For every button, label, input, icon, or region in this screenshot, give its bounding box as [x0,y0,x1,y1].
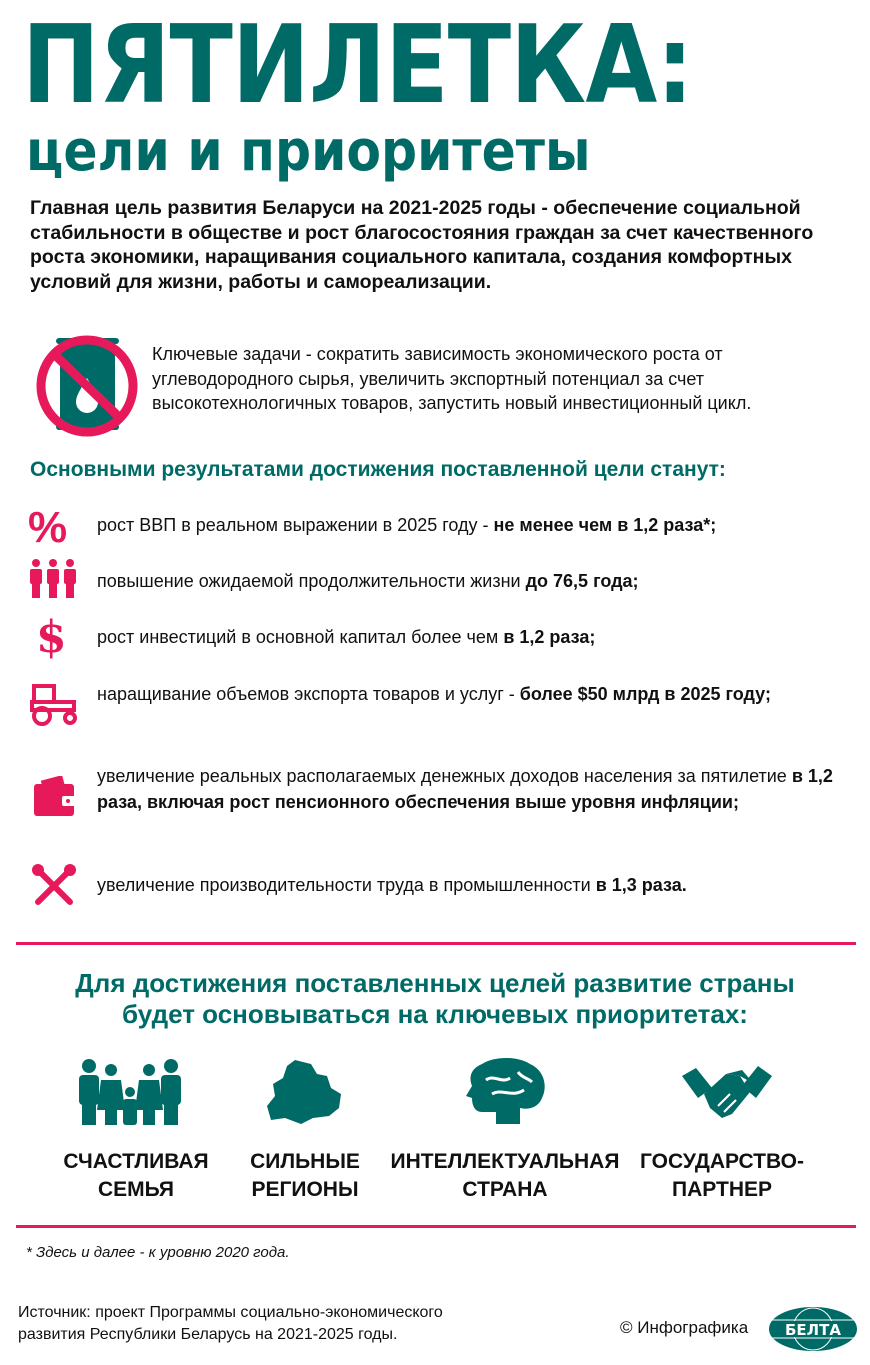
handshake-icon [682,1066,772,1118]
brain-icon [466,1058,545,1124]
divider [16,942,856,945]
footnote: * Здесь и далее - к уровню 2020 года. [26,1244,290,1261]
page-title: ПЯТИЛЕТКА: [22,3,693,128]
svg-text:БЕЛТА: БЕЛТА [785,1321,841,1339]
results-heading: Основными результатами достижения постав… [30,458,726,481]
map-icon [267,1060,341,1124]
wallet-icon [34,776,76,816]
lead-paragraph: Главная цель развития Беларуси на 2021-2… [30,197,814,293]
dollar-icon: $ [36,612,67,663]
priorities-heading: Для достижения поставленных целей развит… [75,968,795,1029]
result-item: наращивание объемов экспорта товаров и у… [97,684,771,704]
key-tasks-text: Ключевые задачи - сократить зависимость … [152,344,752,413]
percent-icon: % [28,503,68,552]
tractor-icon [30,684,77,726]
result-item: рост инвестиций в основной капитал более… [97,627,596,647]
no-oil-icon [36,335,138,437]
belta-logo: БЕЛТА [769,1307,857,1351]
source: Источник: проект Программы социально-эко… [18,1304,443,1343]
priority-happy-family: СЧАСТЛИВАЯ СЕМЬЯ [63,1150,209,1201]
result-item: увеличение реальных располагаемых денежн… [97,766,833,812]
priority-intellectual-country: ИНТЕЛЛЕКТУАЛЬНАЯ СТРАНА [390,1150,620,1201]
result-item: увеличение производительности труда в пр… [97,875,687,895]
tools-icon [32,864,76,905]
page-subtitle: цели и приоритеты [26,119,591,184]
people-icon [30,559,76,598]
copyright: © Инфографика [620,1318,749,1337]
result-item: повышение ожидаемой продолжительности жи… [97,571,639,591]
priority-partner-state: ГОСУДАРСТВО- ПАРТНЕР [640,1150,804,1201]
priority-strong-regions: СИЛЬНЫЕ РЕГИОНЫ [250,1150,360,1201]
family-icon [79,1059,181,1125]
divider [16,1225,856,1228]
result-item: рост ВВП в реальном выражении в 2025 год… [97,515,717,535]
